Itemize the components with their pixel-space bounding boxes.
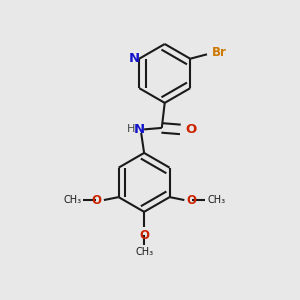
Text: CH₃: CH₃ xyxy=(63,195,81,205)
Text: O: O xyxy=(139,229,149,242)
Text: N: N xyxy=(134,123,145,136)
Text: N: N xyxy=(128,52,140,65)
Text: CH₃: CH₃ xyxy=(135,248,153,257)
Text: CH₃: CH₃ xyxy=(207,195,225,205)
Text: O: O xyxy=(185,123,197,136)
Text: O: O xyxy=(92,194,102,207)
Text: H: H xyxy=(127,124,135,134)
Text: Br: Br xyxy=(212,46,227,59)
Text: O: O xyxy=(186,194,197,207)
